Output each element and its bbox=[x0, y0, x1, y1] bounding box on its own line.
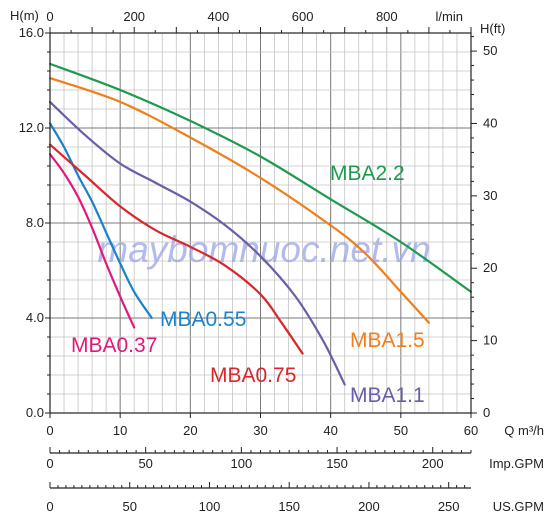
us-gpm-tick-label: 100 bbox=[199, 499, 221, 514]
y-right-tick-label: 40 bbox=[483, 115, 497, 130]
series-label-mba1-1: MBA1.1 bbox=[350, 384, 425, 407]
y-left-tick-label: 4.0 bbox=[26, 310, 44, 325]
series-label-mba0-37: MBA0.37 bbox=[71, 334, 157, 357]
y-right-tick-label: 0 bbox=[483, 405, 490, 420]
imp-gpm-tick-label: 150 bbox=[326, 456, 348, 471]
x-top-tick-label: 0 bbox=[46, 9, 53, 24]
x-top-tick-label: 400 bbox=[208, 9, 230, 24]
y-left-tick-label: 8.0 bbox=[26, 215, 44, 230]
series-label-mba0-75: MBA0.75 bbox=[210, 364, 296, 387]
y-left-tick-label: 12.0 bbox=[19, 120, 44, 135]
x-primary-tick-label: 30 bbox=[253, 423, 267, 438]
y-right-tick-label: 30 bbox=[483, 188, 497, 203]
imp-gpm-tick-label: 100 bbox=[231, 456, 253, 471]
x-top-axis-title: l/min bbox=[436, 9, 463, 24]
us-gpm-tick-label: 0 bbox=[46, 499, 53, 514]
y-right-tick-label: 50 bbox=[483, 43, 497, 58]
series-line-mba1-5 bbox=[48, 77, 430, 324]
series-line-mba0-37 bbox=[48, 153, 136, 329]
x-top-tick-label: 600 bbox=[292, 9, 314, 24]
us-gpm-tick-label: 200 bbox=[358, 499, 380, 514]
series-line-mba1-1 bbox=[48, 100, 346, 386]
x-primary-tick-label: 20 bbox=[183, 423, 197, 438]
us-gpm-axis-title: US.GPM bbox=[493, 499, 544, 514]
x-primary-tick-label: 10 bbox=[113, 423, 127, 438]
y-right-axis-title: H(ft) bbox=[480, 21, 505, 36]
x-primary-tick-label: 60 bbox=[464, 423, 478, 438]
series-line-mba0-75 bbox=[48, 143, 304, 355]
axes: 0.0 4.0 8.0 12.0 16.0 H(m) 0 10 20 30 40 50 H(ft) 0 10… bbox=[10, 8, 544, 514]
y-right-tick-label: 20 bbox=[483, 260, 497, 275]
series-line-mba2-2 bbox=[48, 62, 473, 293]
y-left-axis-title: H(m) bbox=[10, 8, 39, 23]
series-label-mba0-55: MBA0.55 bbox=[160, 308, 246, 331]
us-gpm-tick-label: 250 bbox=[438, 499, 460, 514]
x-top-tick-label: 800 bbox=[376, 9, 398, 24]
imp-gpm-tick-label: 200 bbox=[422, 456, 444, 471]
imp-gpm-tick-label: 0 bbox=[46, 456, 53, 471]
x-primary-tick-label: 50 bbox=[394, 423, 408, 438]
x-primary-tick-label: 40 bbox=[323, 423, 337, 438]
y-left-tick-label: 0.0 bbox=[26, 405, 44, 420]
series-lines bbox=[48, 62, 473, 386]
y-right-tick-label: 10 bbox=[483, 333, 497, 348]
series-line-mba0-55 bbox=[48, 122, 153, 320]
x-top-tick-label: 200 bbox=[123, 9, 145, 24]
y-left-tick-label: 16.0 bbox=[19, 25, 44, 40]
imp-gpm-axis-title: Imp.GPM bbox=[489, 456, 544, 471]
x-primary-tick-label: 0 bbox=[46, 423, 53, 438]
watermark: maybomnuoc.net.vn bbox=[97, 229, 430, 270]
series-label-mba2-2: MBA2.2 bbox=[330, 162, 405, 185]
x-primary-axis-title: Q m³/h bbox=[504, 423, 544, 438]
grid bbox=[49, 32, 472, 414]
us-gpm-tick-label: 150 bbox=[278, 499, 300, 514]
series-label-mba1-5: MBA1.5 bbox=[350, 329, 425, 352]
us-gpm-tick-label: 50 bbox=[123, 499, 137, 514]
imp-gpm-tick-label: 50 bbox=[138, 456, 152, 471]
